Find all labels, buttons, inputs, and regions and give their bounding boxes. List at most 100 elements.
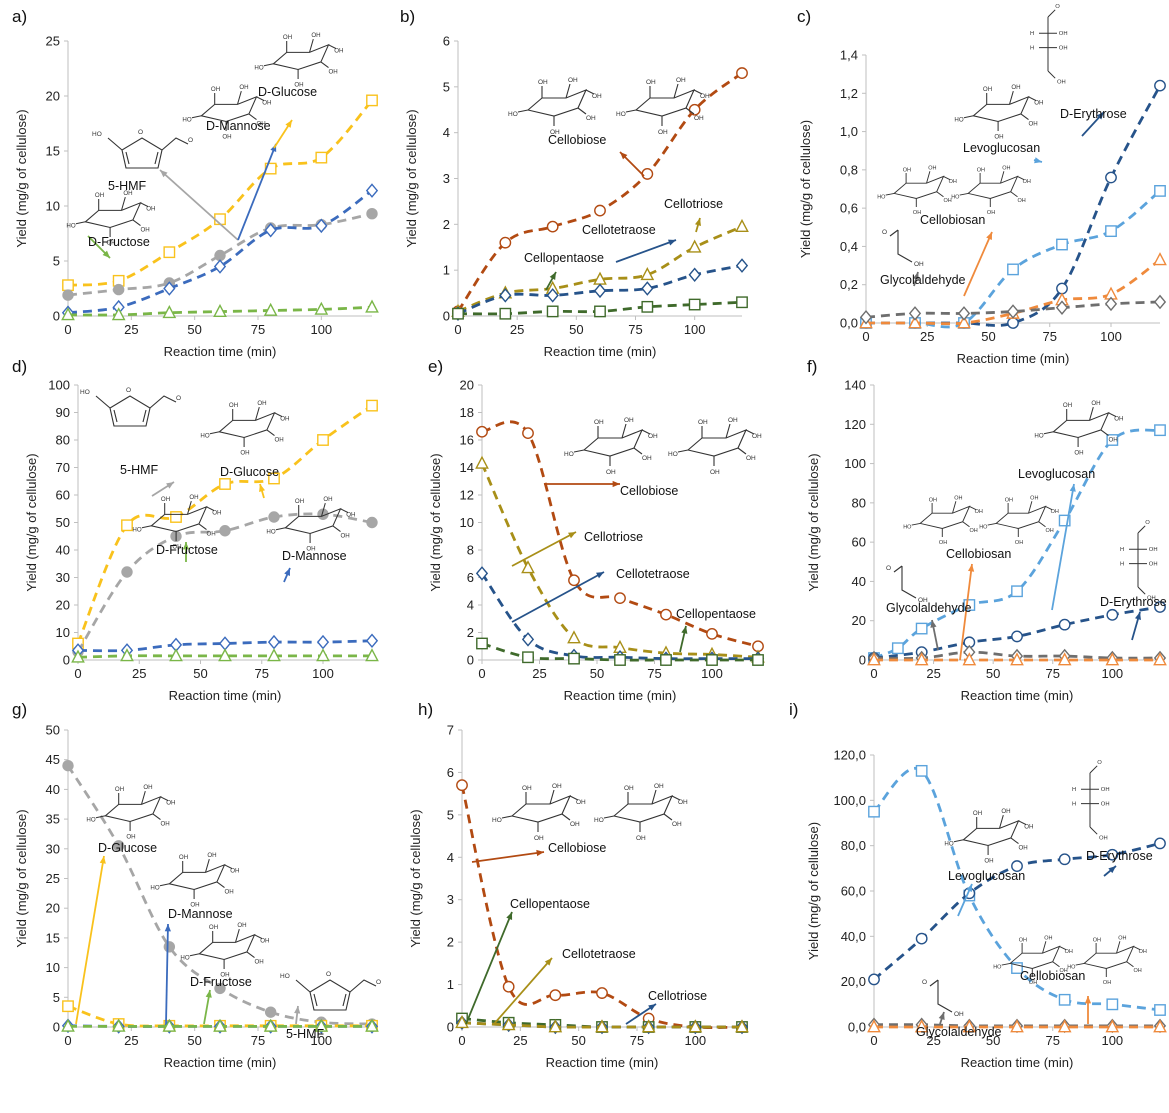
- structure-atom-label: O: [376, 979, 381, 986]
- structure-atom-label: OH: [970, 528, 978, 534]
- data-point: [641, 300, 654, 313]
- structure-atom-label: OH: [294, 82, 303, 89]
- arrow-head: [549, 272, 556, 280]
- structure-atom-label: OH: [987, 210, 995, 216]
- arrow-head: [1034, 157, 1042, 164]
- y-tick-label: 1: [447, 977, 454, 992]
- structure-atom-label: OH: [220, 972, 229, 979]
- data-point: [502, 980, 515, 993]
- data-point: [366, 94, 378, 107]
- data-point: [963, 599, 976, 611]
- panel-label: h): [418, 700, 433, 719]
- x-tick-label: 50: [569, 322, 583, 337]
- data-point: [593, 283, 607, 299]
- levoglucosan-structure: OH OH OH OH OH HO: [954, 84, 1043, 140]
- hmf-structure: O HO O: [80, 387, 181, 427]
- data-point: [594, 305, 606, 318]
- data-point: [121, 566, 133, 578]
- arrow-head: [1069, 484, 1076, 492]
- structure-atom-label: HO: [266, 529, 275, 536]
- structure-atom-label: HO: [200, 433, 209, 440]
- data-point: [614, 654, 626, 666]
- structure-atom-label: OH: [973, 810, 982, 817]
- data-point: [365, 183, 379, 198]
- y-tick-label: 25: [46, 871, 60, 886]
- y-tick-label: 120,0: [833, 748, 866, 763]
- ring-bond: [972, 95, 1030, 123]
- chain-bond: [929, 979, 953, 1013]
- y-axis-label: Yield (mg/g of cellulose): [806, 453, 821, 591]
- y-tick-label: 0,8: [840, 162, 858, 177]
- levoglucosan-structure: OH OH OH OH OH HO: [1034, 400, 1123, 456]
- structure-atom-label: OH: [983, 86, 992, 93]
- substituent-bond: [573, 423, 651, 466]
- fructose-structure: OH OH OH OH OH HO: [66, 190, 155, 246]
- structure-atom-label: O: [1097, 760, 1102, 766]
- y-tick-label: 45: [46, 752, 60, 767]
- compound-label: Cellotriose: [664, 197, 723, 211]
- arrow-head: [620, 152, 628, 160]
- substituent-bond: [75, 196, 149, 238]
- ring-bond: [198, 933, 256, 961]
- structure-atom-label: OH: [594, 419, 604, 426]
- substituent-bond: [501, 789, 579, 832]
- x-tick-label: 100: [684, 322, 706, 337]
- chain-bond: [889, 229, 913, 263]
- y-tick-label: 1,4: [840, 48, 858, 63]
- arrow-head: [938, 1012, 945, 1020]
- x-tick-label: 50: [590, 666, 604, 681]
- y-tick-label: 5: [53, 254, 60, 269]
- structure-atom-label: OH: [944, 198, 952, 204]
- structure-atom-label: OH: [586, 115, 596, 122]
- compound-label: Cellobiose: [620, 484, 678, 498]
- structure-atom-label: OH: [1059, 31, 1068, 37]
- compound-label: Glycolaldehyde: [916, 1025, 1002, 1039]
- panel-label: g): [12, 700, 27, 719]
- structure-atom-label: OH: [341, 532, 350, 539]
- y-tick-label: 7: [447, 723, 454, 738]
- structure-atom-label: OH: [700, 93, 710, 100]
- structure-atom-label: OH: [1114, 415, 1123, 422]
- compound-label: Cellotetraose: [562, 947, 636, 961]
- y-tick-label: 60: [56, 488, 70, 503]
- data-point: [736, 296, 748, 309]
- structure-atom-label: OH: [550, 129, 560, 136]
- data-point: [522, 651, 534, 664]
- compound-label: D-Erythrose: [1100, 595, 1167, 609]
- data-point: [365, 299, 379, 313]
- x-tick-label: 75: [647, 666, 661, 681]
- chart-panel: g) 0 5 10 15 20 25 30 35 40 45 50 0 25 50 75 100 Reaction…: [12, 700, 381, 1070]
- substituent-bond: [1001, 941, 1067, 978]
- structure-atom-label: OH: [534, 835, 544, 842]
- data-point: [688, 103, 701, 116]
- data-point: [214, 982, 226, 995]
- ring-bond: [200, 95, 258, 123]
- structure-atom-label: OH: [239, 84, 248, 91]
- structure-atom-label: OH: [1118, 936, 1126, 942]
- structure-atom-label: OH: [225, 888, 234, 895]
- structure-atom-label: O: [1055, 4, 1060, 10]
- y-tick-label: 15: [46, 930, 60, 945]
- data-point: [641, 168, 654, 180]
- x-axis-label: Reaction time (min): [564, 688, 677, 703]
- y-tick-label: 4: [443, 125, 450, 140]
- data-point: [891, 642, 904, 655]
- data-point: [736, 67, 748, 79]
- x-tick-label: 25: [124, 322, 138, 337]
- y-tick-label: 40: [852, 574, 866, 589]
- structure-atom-label: OH: [678, 799, 688, 806]
- ring-bond: [510, 794, 572, 823]
- data-point: [218, 648, 232, 662]
- x-tick-label: 50: [571, 1033, 585, 1048]
- structure-atom-label: OH: [161, 496, 170, 503]
- data-point: [1106, 848, 1119, 861]
- x-tick-label: 0: [458, 1033, 465, 1048]
- structure-atom-label: HO: [132, 527, 141, 534]
- structure-atom-label: OH: [262, 99, 271, 106]
- y-tick-label: 40: [46, 782, 60, 797]
- structure-atom-label: OH: [1051, 509, 1059, 515]
- data-point: [1153, 294, 1167, 310]
- structure-atom-label: OH: [189, 494, 198, 501]
- data-point: [163, 246, 176, 259]
